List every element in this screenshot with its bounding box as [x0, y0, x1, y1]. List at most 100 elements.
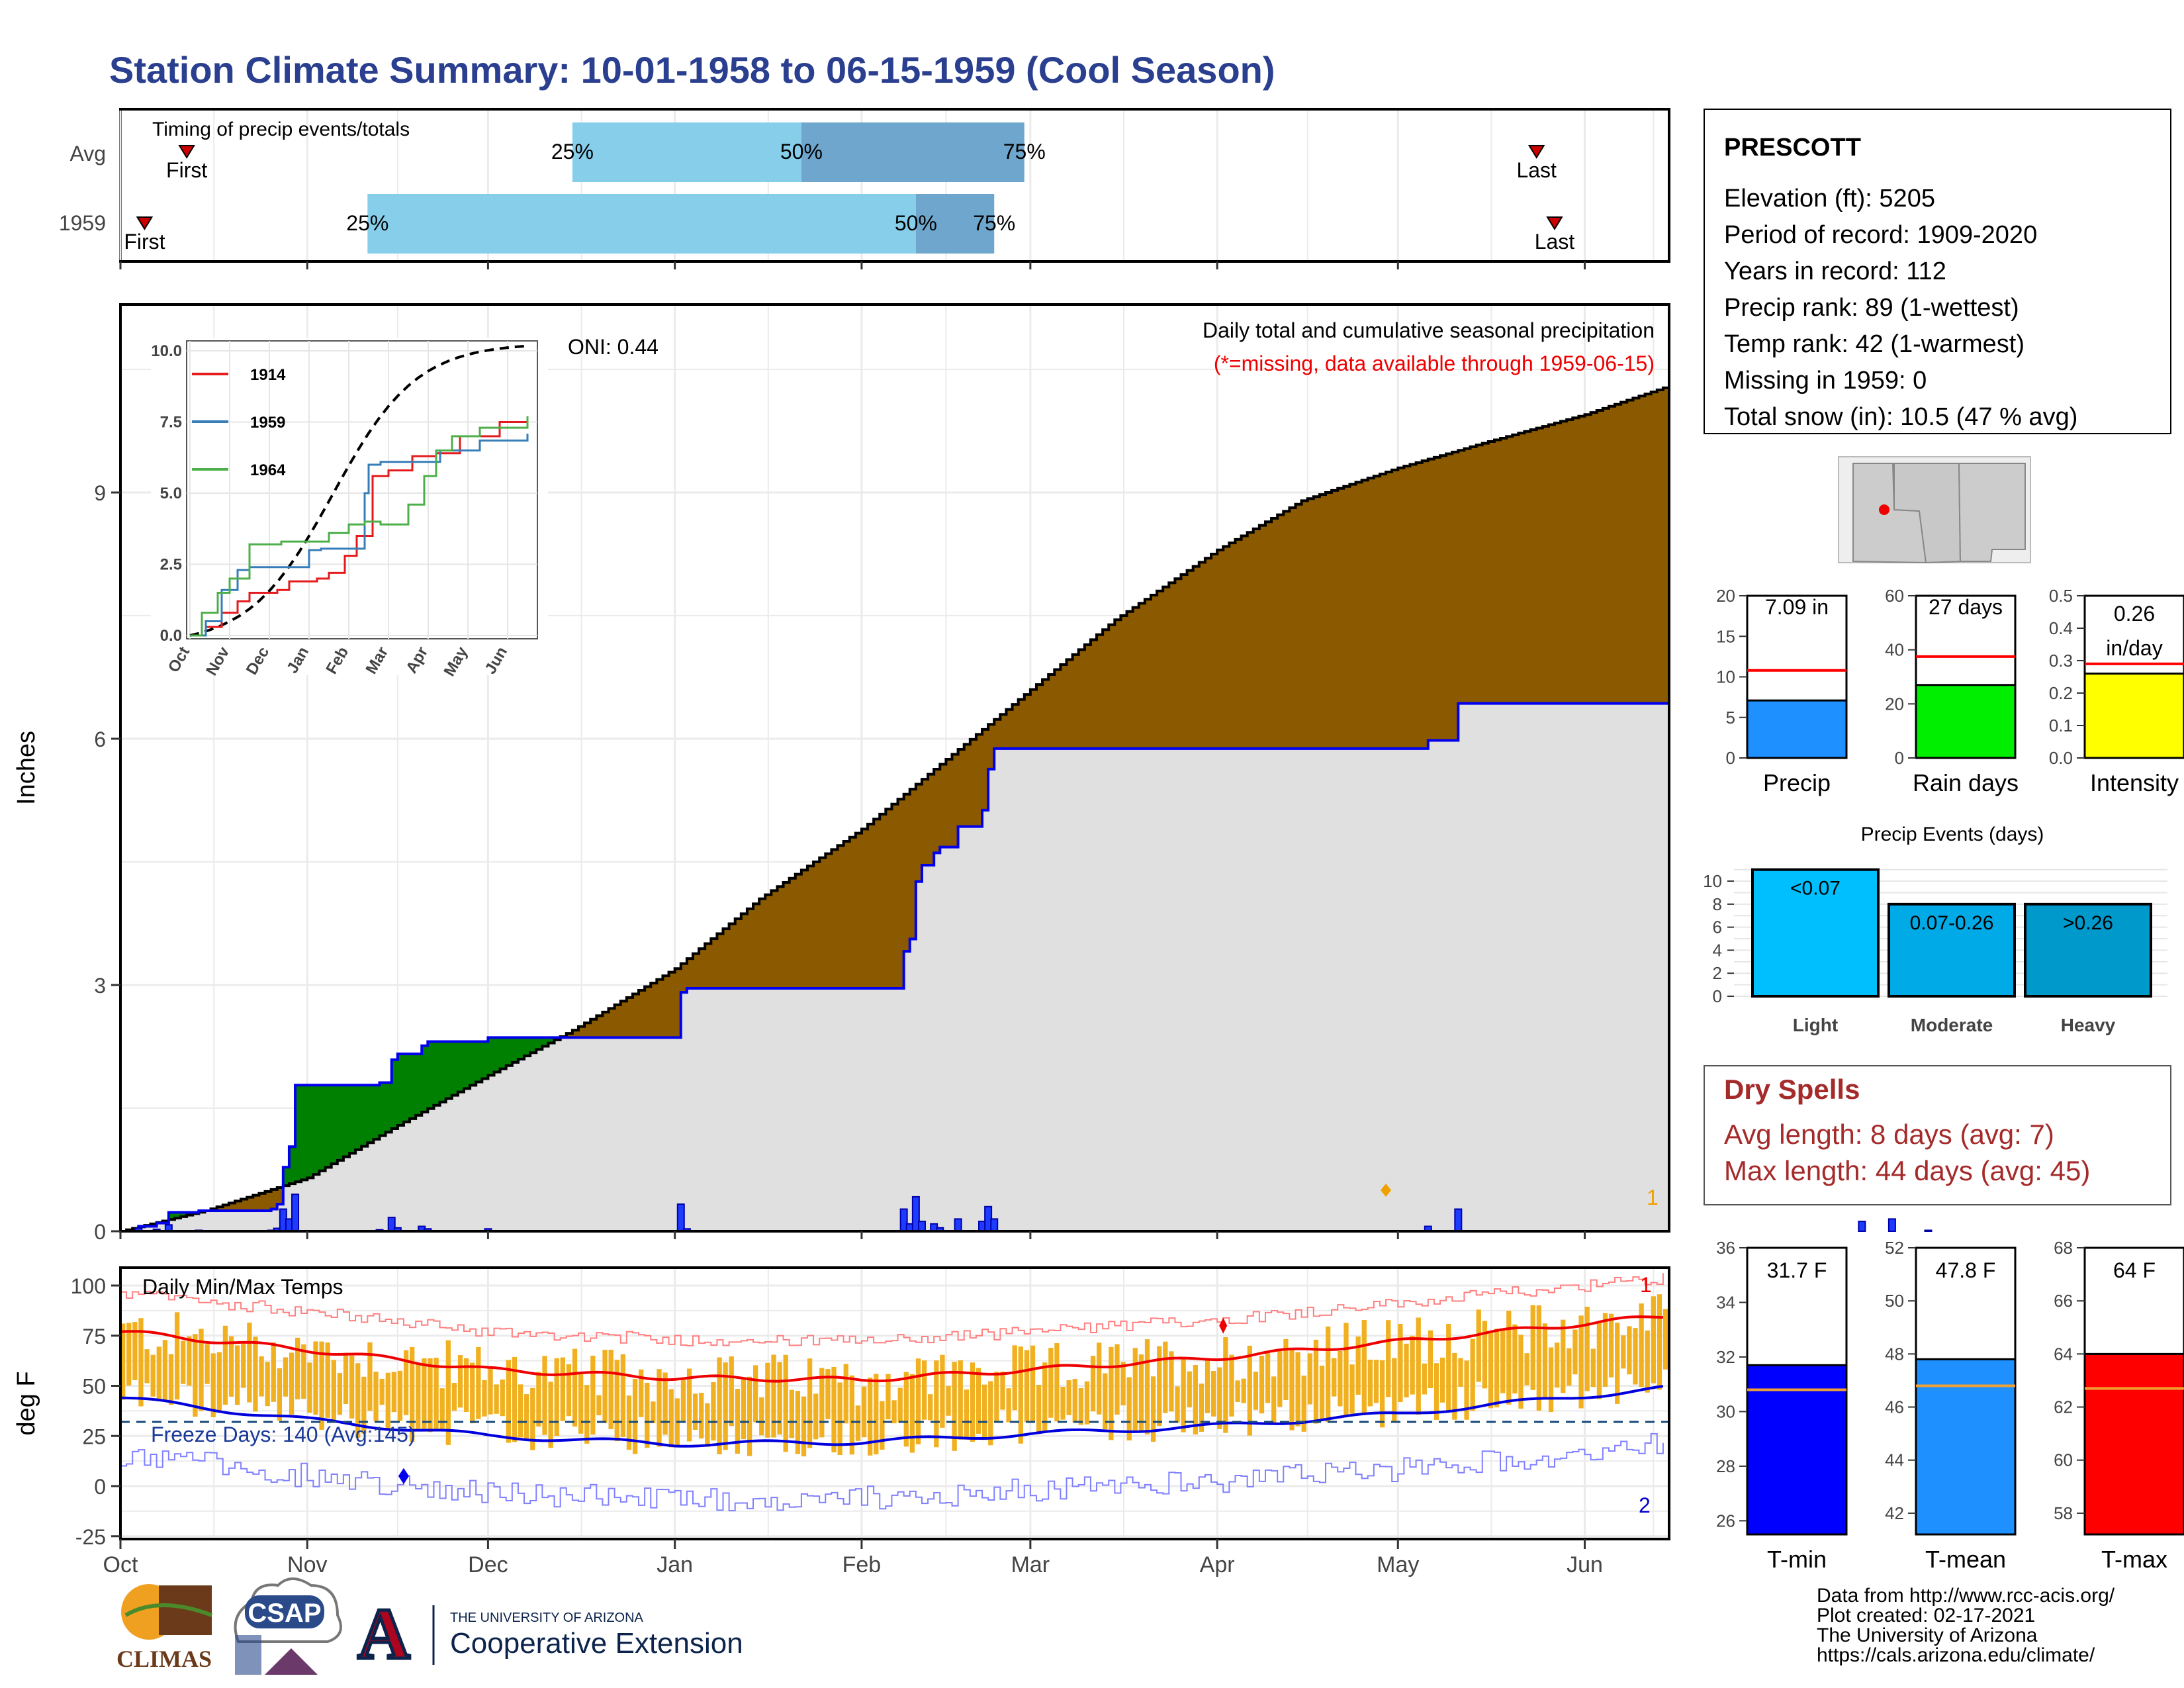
below-average-deficit-area	[1428, 459, 1435, 741]
temp-label-top: 1	[1640, 1273, 1652, 1297]
below-average-deficit-area	[590, 1019, 597, 1038]
daily-temp-range-bar	[1301, 1376, 1306, 1432]
tempbar-ytick-label: 28	[1716, 1456, 1735, 1476]
cumulative-base-area	[657, 1037, 664, 1231]
daily-temp-range-bar	[596, 1395, 602, 1416]
cumulative-base-area	[349, 1153, 356, 1231]
month-tick-label: Jun	[1567, 1552, 1603, 1577]
daily-temp-range-bar	[657, 1369, 662, 1447]
cumulative-base-area	[1639, 703, 1646, 1231]
below-average-deficit-area	[1090, 639, 1097, 749]
cumulative-base-area	[831, 988, 839, 1231]
below-average-deficit-area	[861, 829, 868, 988]
below-average-deficit-area	[1349, 484, 1357, 749]
daily-temp-range-bar	[1518, 1335, 1524, 1409]
event-bar-label: <0.07	[1790, 878, 1841, 900]
cumulative-base-area	[994, 748, 1001, 1231]
below-average-deficit-area	[228, 1203, 236, 1211]
cumulative-base-area	[463, 1088, 471, 1231]
daily-temp-range-bar	[753, 1365, 758, 1423]
cumulative-base-area	[1103, 748, 1109, 1231]
above-average-surplus-area	[403, 1054, 410, 1122]
cumulative-base-area	[1169, 748, 1175, 1231]
below-average-deficit-area	[1536, 428, 1543, 704]
below-average-deficit-area	[982, 729, 989, 810]
below-average-deficit-area	[645, 986, 651, 1038]
cumulative-base-area	[958, 826, 965, 1231]
footer-line: The University of Arizona	[1817, 1624, 2038, 1646]
above-average-surplus-area	[548, 1037, 555, 1043]
cumulative-base-area	[1115, 748, 1122, 1231]
inset-ytick-label: 10.0	[151, 342, 182, 360]
month-tick-label: Oct	[103, 1552, 138, 1577]
minibar-value-bar	[2083, 673, 2184, 759]
cumulative-base-area	[952, 847, 959, 1231]
daily-temp-range-bar	[988, 1381, 993, 1446]
cumulative-base-area	[1326, 748, 1332, 1231]
cumulative-base-area	[723, 988, 730, 1231]
daily-temp-range-bar	[319, 1341, 324, 1430]
daily-temp-range-bar	[1464, 1360, 1469, 1420]
csap-logo: CSAP	[234, 1577, 342, 1675]
cumulative-base-area	[614, 1037, 621, 1231]
daily-temp-range-bar	[1205, 1358, 1210, 1413]
daily-temp-range-bar	[1602, 1313, 1608, 1387]
daily-temp-range-bar	[216, 1352, 222, 1413]
climas-logo-text: CLIMAS	[116, 1646, 212, 1672]
daily-temp-range-bar	[915, 1358, 921, 1444]
below-average-deficit-area	[608, 1008, 615, 1038]
below-average-deficit-area	[1259, 525, 1266, 749]
above-average-surplus-area	[439, 1041, 447, 1102]
average-min-line	[120, 1385, 1664, 1448]
minibar-category-label: Intensity	[2090, 769, 2179, 796]
daily-temp-range-bar	[247, 1323, 252, 1403]
below-average-deficit-area	[1482, 443, 1489, 704]
cumulative-base-area	[1627, 703, 1633, 1231]
tempbar-ytick-label: 46	[1885, 1397, 1904, 1417]
daily-temp-range-bar	[1235, 1380, 1240, 1402]
first-label: First	[166, 158, 207, 182]
daily-temp-range-bar	[819, 1368, 825, 1438]
daily-temp-range-bar	[1542, 1323, 1548, 1399]
minibar-ytick-label: 5	[1726, 708, 1735, 727]
below-average-deficit-area	[1488, 442, 1495, 704]
below-average-deficit-area	[1608, 406, 1615, 704]
dry-spells-title: Dry Spells	[1724, 1074, 1860, 1105]
cumulative-base-area	[1175, 748, 1182, 1231]
daily-temp-range-bar	[1103, 1373, 1108, 1430]
below-average-deficit-area	[1157, 590, 1163, 749]
station-line: Elevation (ft): 5205	[1724, 185, 1935, 212]
daily-temp-range-bar	[843, 1364, 848, 1424]
minibar-value-label: in/day	[2106, 636, 2162, 660]
daily-temp-range-bar	[379, 1378, 385, 1405]
cumulative-base-area	[1078, 748, 1085, 1231]
below-average-deficit-area	[1494, 440, 1501, 704]
cumulative-base-area	[1187, 748, 1194, 1231]
record-low-marker	[398, 1468, 409, 1484]
daily-temp-range-bar	[880, 1401, 885, 1450]
daily-temp-range-bar	[1163, 1341, 1168, 1413]
cumulative-base-area	[193, 1213, 199, 1231]
below-average-deficit-area	[934, 769, 940, 853]
ua-small-text: THE UNIVERSITY OF ARIZONA	[450, 1611, 644, 1625]
cumulative-base-area	[1217, 748, 1224, 1231]
below-average-deficit-area	[692, 953, 700, 988]
cumulative-base-area	[506, 1065, 513, 1231]
cumulative-base-area	[861, 988, 868, 1231]
events-ytick-label: 2	[1713, 963, 1722, 983]
below-average-deficit-area	[909, 789, 917, 939]
below-average-deficit-area	[1319, 494, 1326, 749]
daily-temp-range-bar	[277, 1368, 283, 1421]
tempbar-t-min: 26 28 30 32 34 36 31.7 F T-min	[1716, 1238, 1848, 1573]
cumulative-base-area	[1072, 748, 1079, 1231]
cumulative-base-area	[210, 1211, 218, 1231]
cumulative-base-area	[692, 988, 700, 1231]
below-average-deficit-area	[1120, 616, 1128, 749]
cumulative-base-area	[765, 988, 772, 1231]
precip-corner-label: 1	[1647, 1186, 1659, 1209]
daily-temp-range-bar	[518, 1384, 523, 1438]
record-high-marker	[1219, 1317, 1228, 1334]
cumulative-base-area	[1289, 748, 1297, 1231]
cumulative-base-area	[777, 988, 784, 1231]
